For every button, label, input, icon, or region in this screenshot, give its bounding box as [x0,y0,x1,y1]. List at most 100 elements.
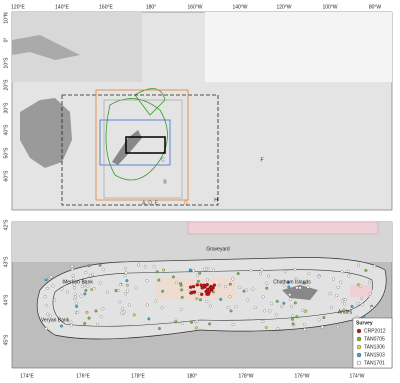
survey-station [364,268,368,272]
survey-station [75,311,79,315]
survey-station [69,320,73,324]
survey-station [360,296,364,300]
survey-station [127,303,131,307]
survey-station [370,306,374,310]
survey-station [205,278,209,282]
survey-station [83,321,87,325]
survey-station [143,265,147,269]
survey-station [208,322,212,326]
survey-station [288,293,292,297]
survey-station [194,326,198,330]
lat-label: 20°S [3,79,9,91]
survey-station [188,268,192,272]
survey-station [161,289,165,293]
survey-station [84,288,88,292]
lon-label: 100°W [322,4,337,10]
survey-station [83,283,87,287]
survey-station [94,309,98,313]
survey-station [195,319,199,323]
lat-label: 43°S [3,256,9,268]
survey-station [121,307,125,311]
survey-station [320,325,324,329]
survey-station [282,301,286,305]
legend-box [352,317,393,369]
survey-station [263,309,267,313]
survey-station [373,264,376,268]
survey-station [203,284,208,288]
survey-station [188,285,193,289]
survey-station [360,303,364,307]
survey-station [88,274,92,278]
survey-station [195,297,199,301]
legend-title: Survey [356,320,373,326]
lon-label: 140°E [55,4,69,10]
legend-swatch [356,360,362,366]
survey-station [336,325,340,329]
survey-station [270,302,274,306]
survey-station [157,278,161,282]
survey-station [80,284,84,288]
survey-station [205,287,210,292]
survey-station [73,286,76,290]
survey-station [73,292,77,296]
survey-station [200,286,204,290]
survey-station [92,286,96,290]
survey-station [171,275,175,279]
survey-station [190,320,193,324]
box-label: A, D, E [142,200,159,206]
survey-station [114,289,118,293]
survey-station [189,291,193,295]
new-zealand [112,130,142,165]
survey-station [82,280,86,283]
survey-station [124,271,128,275]
survey-station [234,305,238,309]
survey-station [293,267,297,271]
survey-station [295,286,299,290]
survey-station [105,290,109,294]
survey-station [180,295,184,299]
box-label: C [161,157,165,163]
survey-station [342,308,346,312]
survey-station [158,327,161,330]
survey-station [211,268,215,272]
legend-label: CRP2012 [364,328,386,334]
survey-station [118,300,122,304]
survey-station [72,283,76,287]
survey-station [331,277,335,281]
survey-station [346,269,350,273]
survey-station [208,304,212,308]
survey-station [246,298,250,302]
survey-station [87,264,91,268]
survey-station [294,277,298,281]
survey-station [280,305,284,308]
box-label: B [163,179,167,185]
place-label: Chatham Islands [273,279,311,285]
legend-label: TAN1306 [364,344,385,350]
survey-station [91,273,94,277]
survey-station [288,297,292,301]
closed-area [187,221,379,235]
survey-station [155,270,159,274]
legend-label: TAN1503 [364,352,385,358]
survey-station [96,323,100,327]
area [155,278,235,300]
survey-station [98,281,102,285]
survey-station [244,288,248,292]
survey-station [322,316,326,319]
place-label: Graveyard [206,246,230,252]
survey-station [199,298,203,302]
lon-label: 174°W [349,373,364,379]
survey-station [98,263,102,267]
survey-station [49,275,53,279]
lon-label: 120°E [11,4,25,10]
survey-station [124,292,127,296]
survey-station [300,308,304,312]
survey-station [174,281,178,285]
survey-station [74,295,78,299]
survey-station [43,295,47,299]
survey-station [276,327,280,331]
survey-station [79,294,83,298]
box-c [99,119,171,166]
survey-station [44,278,48,282]
lat-label: 10°S [3,57,9,69]
